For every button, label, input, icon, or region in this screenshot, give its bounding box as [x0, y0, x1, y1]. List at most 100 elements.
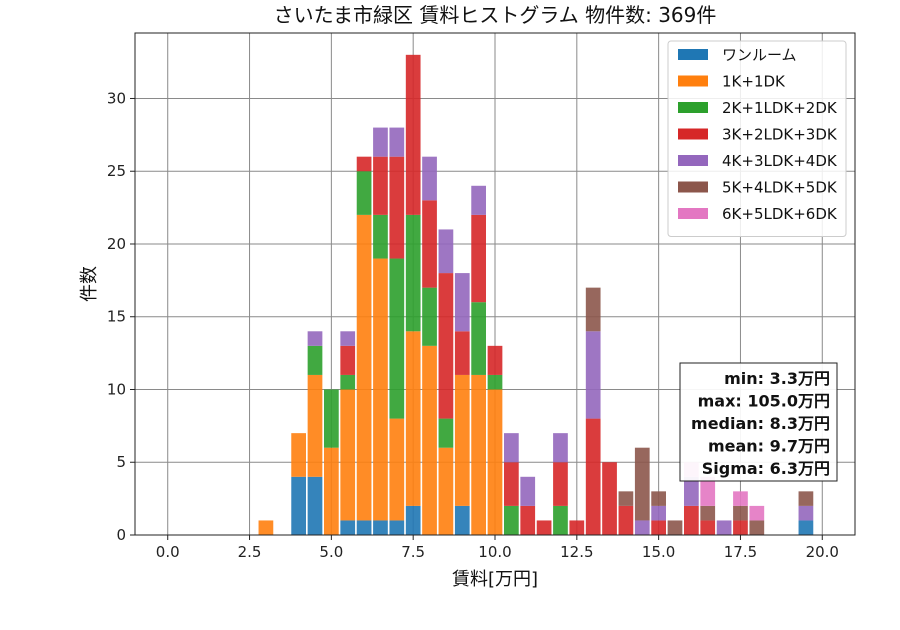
bar-segment	[585, 331, 601, 419]
legend-entry-label: 5K+4LDK+5DK	[722, 179, 838, 197]
bar-segment	[389, 520, 405, 535]
stats-line: mean: 9.7万円	[708, 437, 830, 456]
x-tick-label: 2.5	[238, 543, 262, 561]
y-axis-label: 件数	[79, 266, 100, 302]
bar-segment	[798, 520, 814, 535]
bar-segment	[520, 505, 536, 535]
legend: ワンルーム 1K+1DK 2K+1LDK+2DK 3K+2LDK+3DK 4K+3LDK…	[667, 40, 847, 237]
bar-segment	[422, 345, 437, 535]
bar-segment	[569, 520, 585, 535]
legend-swatch	[678, 128, 708, 140]
bar-segment	[356, 171, 372, 215]
bar-segment	[471, 374, 486, 535]
chart-title: さいたま市緑区 賃料ヒストグラム 物件数: 369件	[274, 3, 717, 27]
bar-segment	[389, 127, 405, 157]
legend-swatch	[678, 75, 708, 87]
x-tick-label: 5.0	[319, 543, 343, 561]
bar-segment	[340, 345, 356, 375]
x-tick-label: 20.0	[806, 543, 839, 561]
bar-segment	[487, 345, 503, 375]
x-tick-label: 7.5	[401, 543, 425, 561]
bar-segment	[340, 389, 356, 521]
bar-segment	[471, 185, 486, 215]
bar-segment	[553, 433, 568, 463]
legend-swatch	[678, 155, 708, 166]
bar-segment	[389, 156, 405, 259]
legend-swatch	[678, 208, 708, 219]
y-tick-label: 15	[107, 308, 126, 326]
bar-segment	[536, 520, 552, 535]
bar-segment	[422, 200, 437, 288]
bar-segment	[700, 476, 716, 506]
bar-segment	[684, 505, 699, 535]
bar-segment	[504, 505, 519, 535]
bar-segment	[291, 433, 306, 477]
bar-segment	[373, 520, 388, 535]
bar-segment	[553, 462, 568, 506]
bar-segment	[520, 476, 536, 506]
bar-segment	[422, 287, 437, 346]
y-tick-label: 5	[116, 453, 126, 471]
bar-segment	[585, 287, 601, 332]
bar-segment	[634, 447, 650, 521]
bar-segment	[340, 520, 356, 535]
bar-segment	[405, 214, 421, 332]
bar-segment	[733, 520, 748, 535]
y-tick-label: 30	[107, 89, 126, 107]
x-axis-label: 賃料[万円]	[452, 569, 538, 590]
stats-line: max: 105.0万円	[698, 392, 830, 411]
x-tick-label: 17.5	[724, 543, 757, 561]
bar-segment	[438, 229, 454, 274]
bar-segment	[307, 374, 323, 477]
legend-entry-label: 3K+2LDK+3DK	[722, 126, 838, 144]
legend-swatch	[678, 181, 708, 193]
bar-segment	[798, 505, 814, 521]
bar-segment	[504, 433, 519, 463]
legend-swatch	[678, 102, 708, 113]
bar-segment	[651, 505, 666, 521]
bar-segment	[618, 491, 634, 506]
bar-segment	[454, 273, 470, 332]
bar-segment	[422, 156, 437, 201]
bar-segment	[504, 462, 519, 506]
bar-segment	[487, 374, 503, 390]
bar-segment	[487, 389, 503, 535]
bar-segment	[389, 418, 405, 521]
bar-segment	[602, 462, 617, 535]
bar-segment	[373, 258, 388, 521]
y-tick-label: 0	[116, 526, 126, 544]
bar-segment	[454, 331, 470, 375]
bar-segment	[324, 389, 339, 448]
x-tick-label: 15.0	[642, 543, 675, 561]
bar-segment	[667, 520, 683, 535]
bar-segment	[749, 520, 765, 535]
stats-box-frame	[679, 362, 838, 482]
y-tick-label: 10	[107, 380, 126, 398]
bar-segment	[258, 520, 274, 535]
stats-line: min: 3.3万円	[724, 369, 830, 388]
bar-segment	[454, 505, 470, 535]
bar-segment	[389, 258, 405, 419]
bar-segment	[700, 505, 716, 521]
bar-segment	[749, 505, 765, 521]
y-tick-label: 20	[107, 235, 126, 253]
bar-segment	[307, 345, 323, 375]
bar-segment	[340, 374, 356, 390]
bar-segment	[373, 127, 388, 157]
bar-segment	[405, 54, 421, 215]
bar-segment	[291, 476, 306, 535]
bar-segment	[454, 374, 470, 506]
bar-segment	[471, 214, 486, 303]
bar-segment	[585, 418, 601, 535]
bar-segment	[405, 331, 421, 506]
bar-segment	[340, 331, 356, 346]
bar-segment	[438, 273, 454, 419]
bar-segment	[651, 520, 666, 535]
bars	[258, 54, 814, 535]
x-tick-label: 10.0	[478, 543, 511, 561]
x-tick-label: 12.5	[560, 543, 593, 561]
legend-entry-label: 6K+5LDK+6DK	[722, 205, 838, 223]
bar-segment	[700, 520, 716, 535]
